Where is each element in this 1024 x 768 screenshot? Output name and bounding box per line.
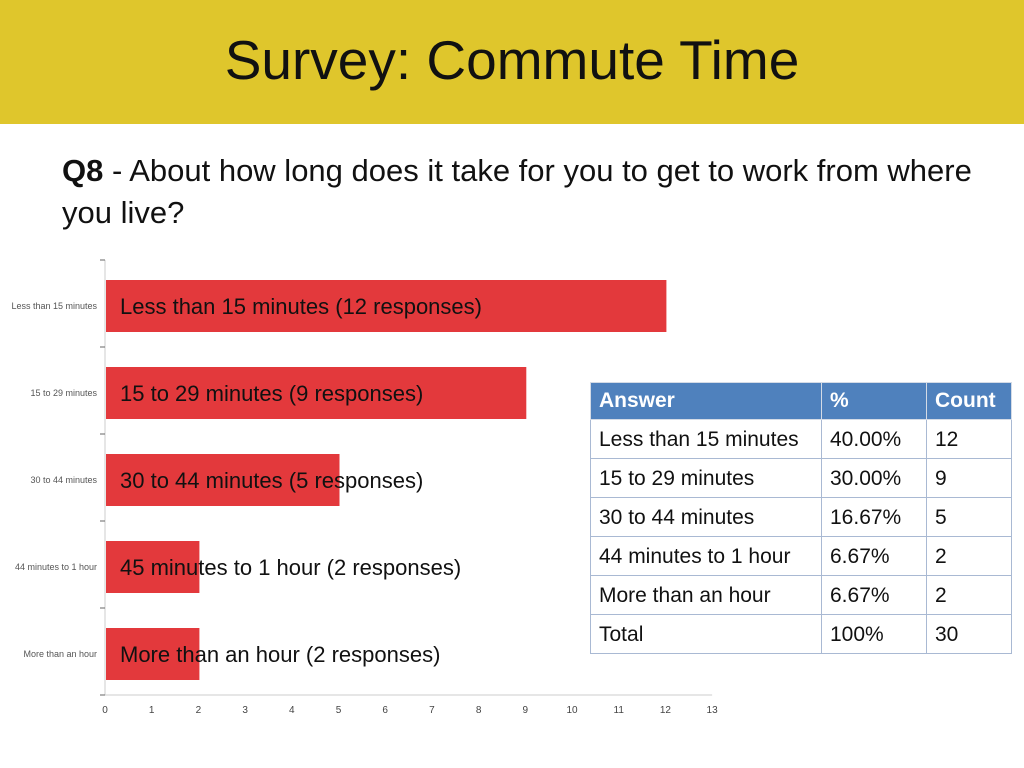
- percent-cell: 6.67%: [821, 536, 927, 576]
- column-header-answer: Answer: [590, 382, 822, 420]
- answer-cell: 44 minutes to 1 hour: [590, 536, 822, 576]
- bar: [106, 541, 200, 593]
- table-total-row: Total 100% 30: [590, 614, 1012, 654]
- bar-data-label: 45 minutes to 1 hour (2 responses): [120, 555, 461, 580]
- table-header-row: Answer % Count: [590, 382, 1012, 420]
- y-tick-label: More than an hour: [23, 649, 97, 659]
- percent-cell: 40.00%: [821, 419, 927, 459]
- count-cell: 5: [926, 497, 1012, 537]
- table-row: More than an hour 6.67% 2: [590, 575, 1012, 615]
- x-tick-label: 11: [614, 705, 625, 716]
- percent-cell: 30.00%: [821, 458, 927, 498]
- bar-data-label: Less than 15 minutes (12 responses): [120, 294, 482, 319]
- answer-cell: 30 to 44 minutes: [590, 497, 822, 537]
- x-tick-label: 3: [242, 705, 248, 716]
- column-header-count: Count: [926, 382, 1012, 420]
- bar-data-label: More than an hour (2 responses): [120, 642, 440, 667]
- bar-data-label: 30 to 44 minutes (5 responses): [120, 468, 423, 493]
- y-tick-label: 44 minutes to 1 hour: [15, 562, 97, 572]
- bar: [106, 454, 340, 506]
- percent-cell: 16.67%: [821, 497, 927, 537]
- answer-cell: More than an hour: [590, 575, 822, 615]
- question-text: - About how long does it take for you to…: [62, 153, 972, 230]
- count-cell: 30: [926, 614, 1012, 654]
- bar: [106, 280, 667, 332]
- count-cell: 2: [926, 536, 1012, 576]
- table-row: 30 to 44 minutes 16.67% 5: [590, 497, 1012, 537]
- bar: [106, 367, 527, 419]
- x-tick-label: 0: [102, 705, 108, 716]
- count-cell: 12: [926, 419, 1012, 459]
- question-number: Q8: [62, 153, 104, 188]
- y-tick-label: 15 to 29 minutes: [30, 388, 97, 398]
- bar-data-label: 15 to 29 minutes (9 responses): [120, 381, 423, 406]
- percent-cell: 100%: [821, 614, 927, 654]
- slide-title: Survey: Commute Time: [224, 29, 800, 91]
- x-tick-label: 7: [429, 705, 435, 716]
- x-tick-label: 6: [382, 705, 388, 716]
- bar: [106, 628, 200, 680]
- column-header-percent: %: [821, 382, 927, 420]
- y-tick-label: Less than 15 minutes: [11, 301, 97, 311]
- x-tick-label: 9: [523, 705, 529, 716]
- count-cell: 9: [926, 458, 1012, 498]
- answer-cell: Less than 15 minutes: [590, 419, 822, 459]
- x-tick-label: 13: [707, 705, 719, 716]
- x-tick-label: 2: [196, 705, 202, 716]
- table-row: Less than 15 minutes 40.00% 12: [590, 419, 1012, 459]
- x-tick-label: 4: [289, 705, 295, 716]
- x-tick-label: 10: [566, 705, 578, 716]
- question-text-block: Q8 - About how long does it take for you…: [62, 150, 1002, 234]
- count-cell: 2: [926, 575, 1012, 615]
- table-row: 44 minutes to 1 hour 6.67% 2: [590, 536, 1012, 576]
- answer-table: Answer % Count Less than 15 minutes 40.0…: [590, 382, 1012, 654]
- title-banner: Survey: Commute Time: [0, 0, 1024, 124]
- x-tick-label: 1: [149, 705, 155, 716]
- answer-cell: 15 to 29 minutes: [590, 458, 822, 498]
- table-row: 15 to 29 minutes 30.00% 9: [590, 458, 1012, 498]
- y-tick-label: 30 to 44 minutes: [30, 475, 97, 485]
- answer-cell: Total: [590, 614, 822, 654]
- x-tick-label: 5: [336, 705, 342, 716]
- x-tick-label: 12: [660, 705, 672, 716]
- x-tick-label: 8: [476, 705, 482, 716]
- percent-cell: 6.67%: [821, 575, 927, 615]
